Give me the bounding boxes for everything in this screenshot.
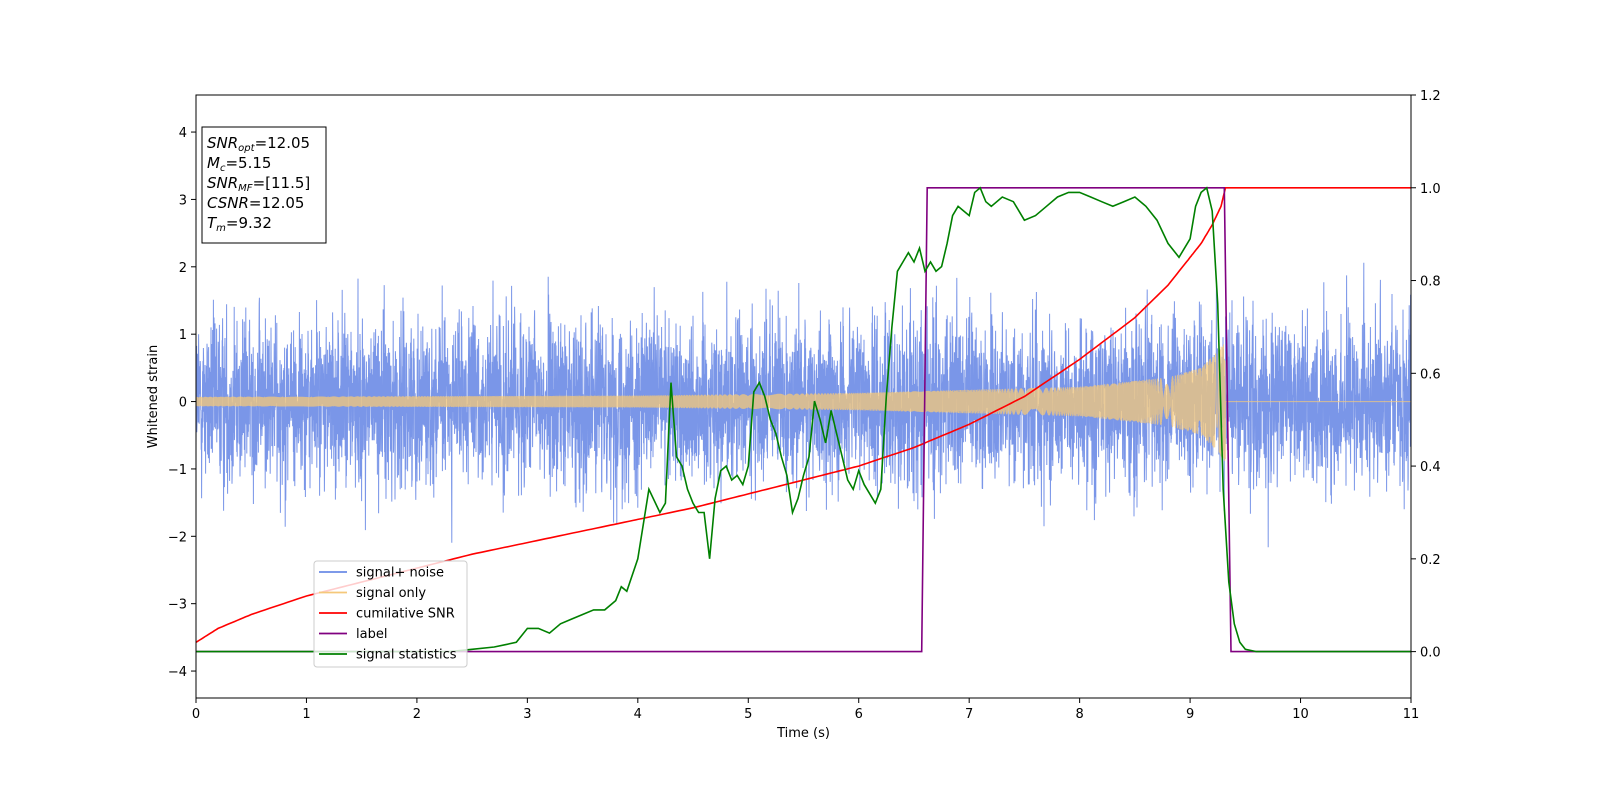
y2-tick-label: 0.0 bbox=[1420, 646, 1441, 661]
y-axis-label: Whitened strain bbox=[146, 345, 161, 448]
info-box-frame bbox=[201, 126, 327, 244]
info-line: CSNR=12.05 bbox=[207, 194, 304, 212]
info-symbol: CSNR bbox=[207, 194, 249, 212]
x-axis: 0 1 2 3 4 5 6 7 8 9 10 11 bbox=[192, 698, 1419, 722]
y2-tick-label: 1.0 bbox=[1420, 182, 1441, 197]
y2-tick-label: 0.4 bbox=[1420, 460, 1441, 475]
legend-label: signal statistics bbox=[356, 648, 457, 663]
info-value: =12.05 bbox=[249, 194, 305, 212]
plot-frame bbox=[195, 94, 1412, 699]
info-symbol: SNR bbox=[207, 174, 238, 192]
x-tick-label: 4 bbox=[634, 707, 642, 722]
legend-label: signal+ noise bbox=[356, 566, 444, 581]
x-tick-label: 1 bbox=[302, 707, 310, 722]
y2-tick-label: 0.6 bbox=[1420, 367, 1441, 382]
y-tick-label: 4 bbox=[179, 126, 187, 141]
y-tick-label: −3 bbox=[168, 598, 187, 613]
x-tick-label: 6 bbox=[855, 707, 863, 722]
y-tick-label: −2 bbox=[168, 530, 187, 545]
info-subscript: MF bbox=[238, 183, 253, 194]
x-tick-label: 5 bbox=[744, 707, 752, 722]
x-tick-label: 11 bbox=[1403, 707, 1420, 722]
info-symbol: SNR bbox=[207, 134, 238, 152]
y2-tick-label: 0.2 bbox=[1420, 553, 1441, 568]
y-tick-label: 2 bbox=[179, 261, 187, 276]
legend: signal+ noise signal only cumilative SNR la… bbox=[313, 560, 468, 668]
info-value: =12.05 bbox=[255, 134, 311, 152]
x-tick-label: 0 bbox=[192, 707, 200, 722]
y-tick-label: 3 bbox=[179, 193, 187, 208]
y-axis: −4 −3 −2 −1 0 1 2 3 4 bbox=[168, 126, 196, 680]
y-tick-label: −4 bbox=[168, 665, 187, 680]
y-tick-label: 0 bbox=[179, 396, 187, 411]
y2-tick-label: 1.2 bbox=[1420, 89, 1441, 104]
x-tick-label: 3 bbox=[523, 707, 531, 722]
y2-tick-label: 0.8 bbox=[1420, 275, 1441, 290]
info-symbol: T bbox=[207, 214, 218, 232]
x-tick-label: 7 bbox=[965, 707, 973, 722]
y-tick-label: 1 bbox=[179, 328, 187, 343]
x-tick-label: 9 bbox=[1186, 707, 1194, 722]
info-box: SNRopt=12.05Mc=5.15SNRMF=[11.5]CSNR=12.0… bbox=[201, 126, 327, 244]
x-tick-label: 8 bbox=[1075, 707, 1083, 722]
x-tick-label: 2 bbox=[413, 707, 421, 722]
info-subscript: c bbox=[220, 163, 226, 174]
series-line-signal-statistics bbox=[196, 186, 1411, 653]
info-line: SNRMF=[11.5] bbox=[207, 174, 310, 194]
legend-label: signal only bbox=[356, 586, 426, 601]
info-line: SNRopt=12.05 bbox=[207, 134, 310, 154]
legend-label: cumilative SNR bbox=[356, 607, 455, 622]
info-line: Tm=9.32 bbox=[207, 214, 272, 234]
x-tick-label: 10 bbox=[1292, 707, 1309, 722]
info-line: Mc=5.15 bbox=[207, 154, 271, 174]
info-value: =5.15 bbox=[225, 154, 271, 172]
info-symbol: M bbox=[207, 154, 220, 172]
legend-label: label bbox=[356, 627, 387, 642]
x-axis-label: Time (s) bbox=[776, 726, 830, 741]
info-subscript: opt bbox=[238, 143, 255, 154]
info-value: =[11.5] bbox=[253, 174, 311, 192]
legend-frame bbox=[313, 560, 468, 668]
info-subscript: m bbox=[216, 223, 226, 234]
y2-axis: 0.0 0.2 0.4 0.6 0.8 1.0 1.2 bbox=[1411, 89, 1441, 661]
info-value: =9.32 bbox=[226, 214, 272, 232]
y-tick-label: −1 bbox=[168, 463, 187, 478]
series-line-signal-only bbox=[196, 344, 1411, 462]
